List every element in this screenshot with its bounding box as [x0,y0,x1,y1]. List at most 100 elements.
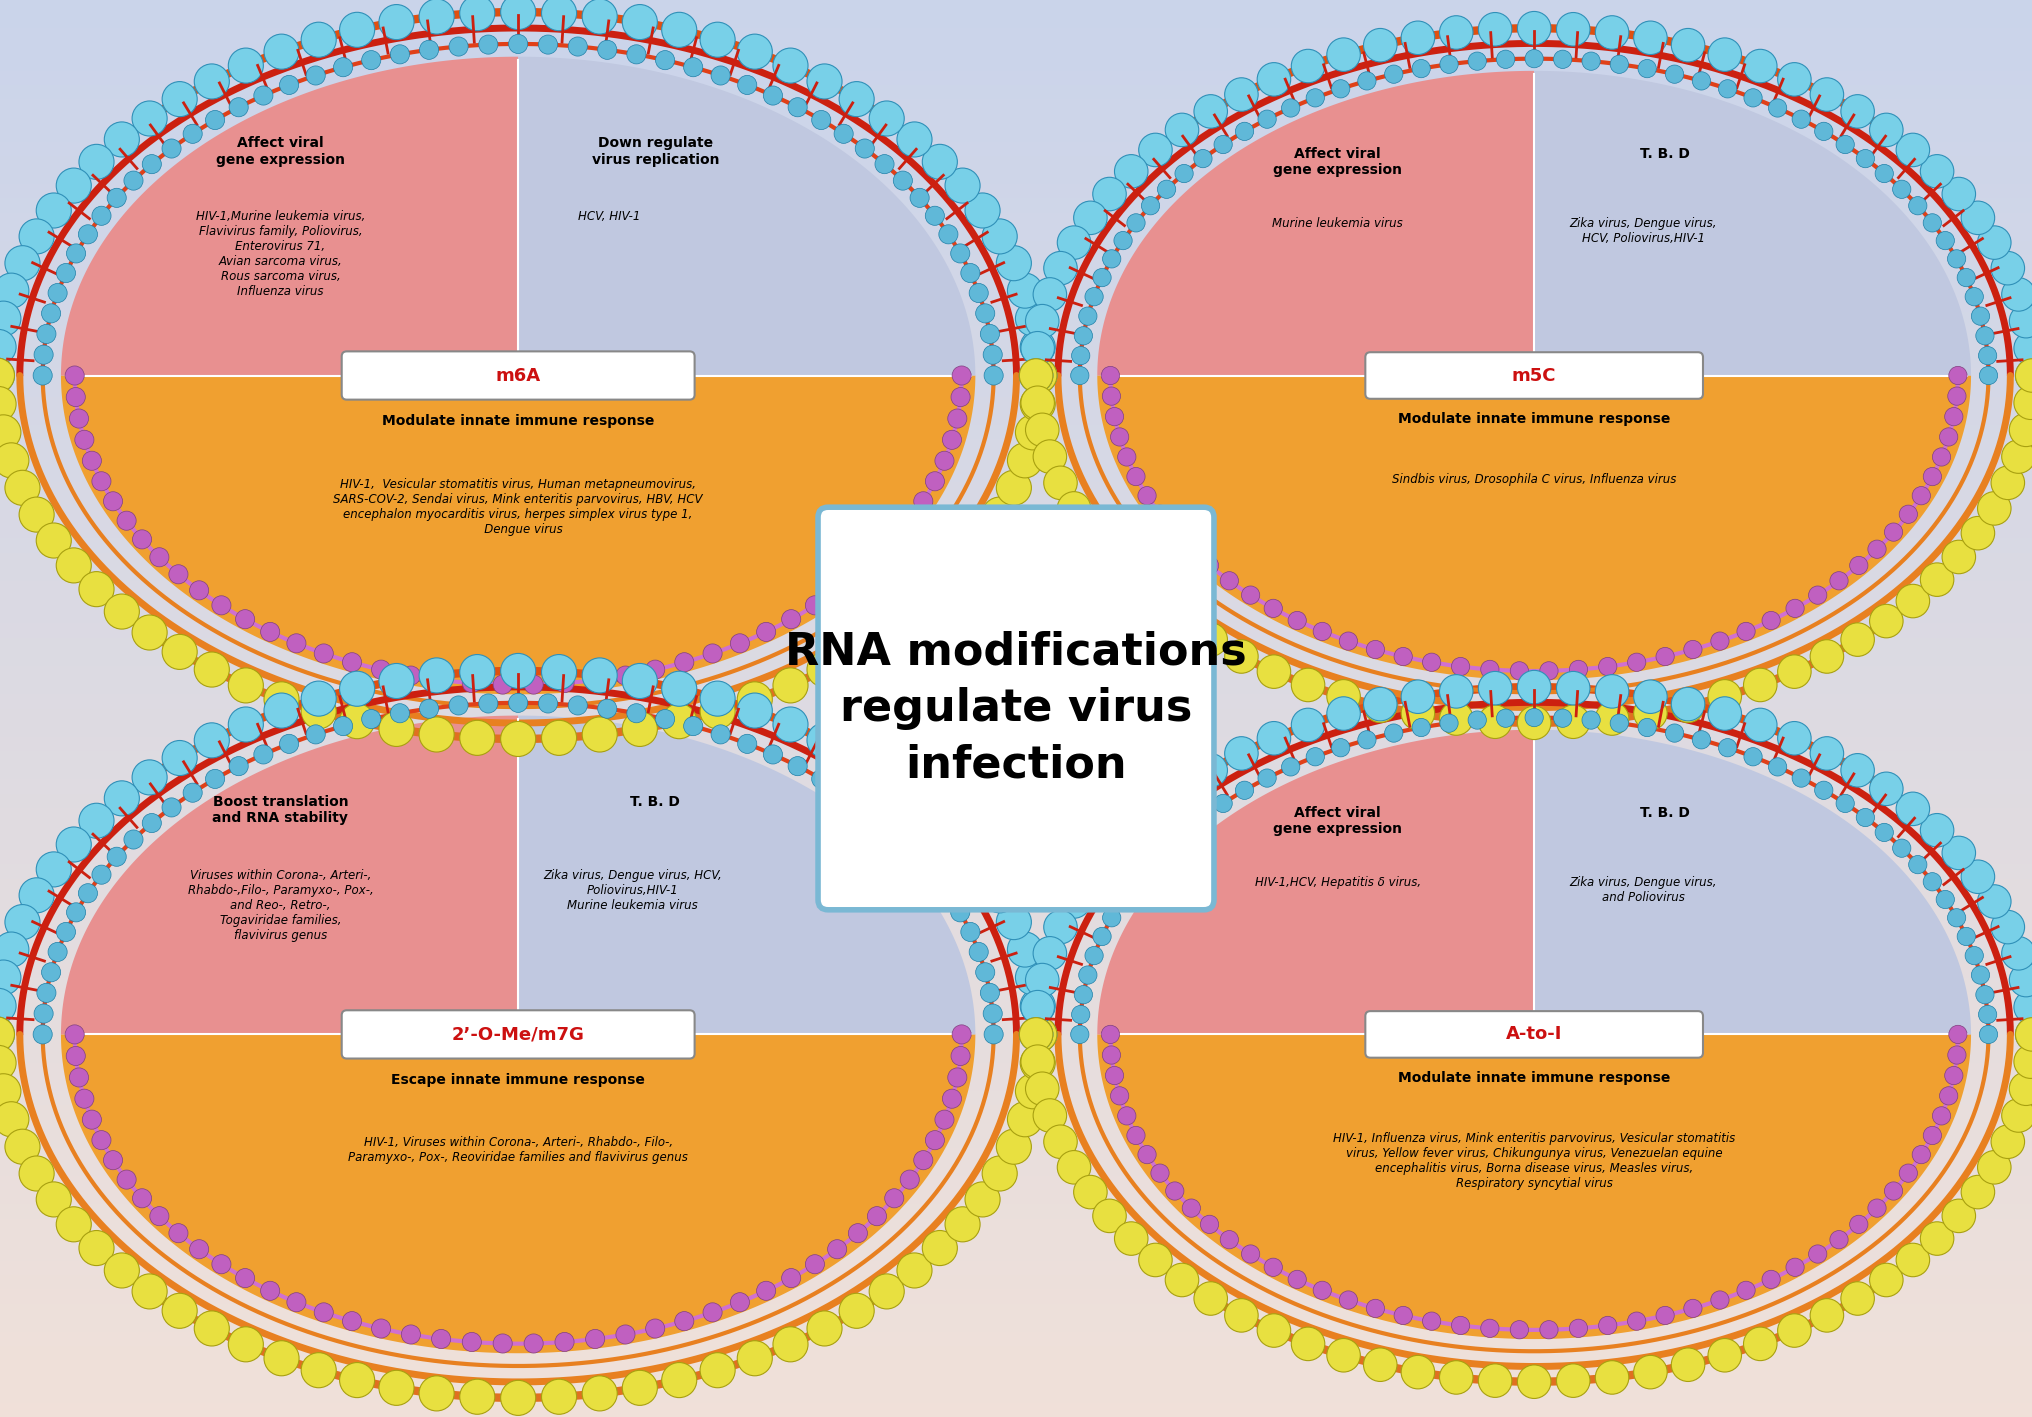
Circle shape [662,13,697,47]
Circle shape [480,35,498,54]
FancyBboxPatch shape [1366,353,1703,398]
Circle shape [807,1311,841,1346]
Circle shape [541,655,577,690]
Circle shape [1957,927,1975,945]
Circle shape [2014,1044,2032,1078]
Circle shape [772,707,809,743]
Text: m6A: m6A [496,367,541,384]
Circle shape [1112,1087,1130,1105]
Circle shape [0,300,20,336]
Circle shape [1557,13,1589,45]
Bar [0,425,2032,439]
Circle shape [236,609,254,629]
Circle shape [953,366,971,385]
Circle shape [1811,639,1843,673]
Circle shape [500,653,536,689]
Circle shape [701,682,736,716]
Circle shape [1837,136,1855,153]
Circle shape [37,1182,71,1217]
Circle shape [996,1129,1032,1165]
Circle shape [2010,414,2032,446]
Circle shape [738,693,772,728]
Circle shape [782,609,801,629]
Circle shape [1965,288,1983,306]
Circle shape [788,757,807,775]
Circle shape [1792,769,1811,788]
Circle shape [1922,468,1941,486]
Circle shape [333,58,354,77]
Circle shape [1467,711,1485,730]
Circle shape [896,594,933,629]
Bar [0,496,2032,510]
Circle shape [2010,1073,2032,1105]
Circle shape [868,1207,886,1226]
Circle shape [1363,1348,1398,1382]
Circle shape [569,37,587,57]
Circle shape [1743,89,1762,108]
Circle shape [1105,1067,1124,1084]
Circle shape [260,1281,280,1301]
Bar [0,1049,2032,1063]
Circle shape [1213,795,1231,812]
Circle shape [195,652,230,687]
Circle shape [738,734,756,754]
Bar [0,113,2032,128]
Circle shape [37,523,71,558]
Circle shape [183,125,203,143]
Circle shape [975,962,996,982]
Circle shape [1164,1263,1199,1297]
Circle shape [1101,387,1120,405]
Circle shape [500,0,536,30]
Bar [0,1389,2032,1403]
Bar [0,1247,2032,1261]
Circle shape [1026,1073,1059,1105]
Circle shape [1394,1306,1412,1325]
Circle shape [538,694,557,713]
Circle shape [1939,428,1957,446]
Text: Sindbis virus, Drosophila C virus, Influenza virus: Sindbis virus, Drosophila C virus, Influ… [1392,473,1676,486]
Circle shape [228,1326,264,1362]
Circle shape [1557,1365,1589,1397]
Bar [0,269,2032,283]
Circle shape [1008,1102,1042,1136]
Circle shape [1479,706,1512,738]
Circle shape [1957,268,1975,286]
Bar [0,14,2032,28]
Circle shape [1044,1125,1077,1159]
Circle shape [65,1024,83,1044]
Circle shape [1032,1098,1067,1132]
Circle shape [1138,133,1172,167]
Circle shape [1327,697,1359,730]
Circle shape [480,694,498,713]
Bar [0,1091,2032,1105]
Circle shape [646,1319,664,1338]
Circle shape [1439,674,1473,708]
Circle shape [855,798,874,818]
Circle shape [1105,408,1124,425]
Circle shape [0,1017,14,1051]
Circle shape [79,145,114,180]
Circle shape [2016,359,2032,393]
Circle shape [1949,1046,1967,1064]
Circle shape [738,34,772,69]
Circle shape [1213,136,1231,153]
Bar [0,836,2032,850]
Circle shape [1869,772,1904,806]
Circle shape [169,1224,189,1243]
Circle shape [939,884,957,903]
Bar [0,524,2032,538]
Bar [0,1332,2032,1346]
Circle shape [260,622,280,642]
Circle shape [1412,718,1431,737]
Circle shape [910,847,929,866]
Circle shape [900,1170,918,1189]
Circle shape [1595,16,1630,50]
Circle shape [1093,927,1112,945]
Text: Viruses within Corona-, Arteri-,
Rhabdo-,Filo-, Paramyxo-, Pox-,
and Reo-, Retro: Viruses within Corona-, Arteri-, Rhabdo-… [187,869,374,942]
Circle shape [662,672,697,706]
Circle shape [1685,640,1703,659]
Circle shape [805,1254,825,1274]
Circle shape [1768,99,1786,118]
Circle shape [961,264,979,282]
Circle shape [1164,604,1199,638]
